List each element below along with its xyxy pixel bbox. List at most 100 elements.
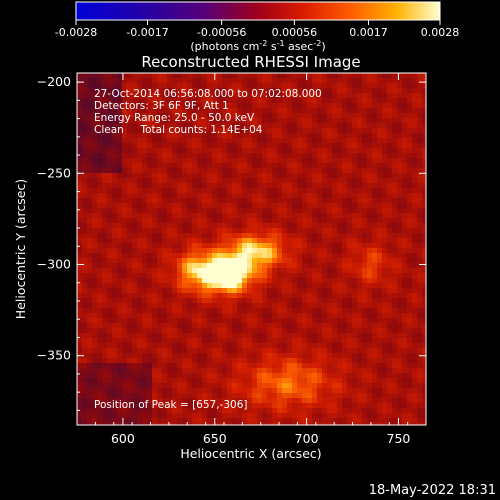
heatmap-cell xyxy=(172,113,178,119)
heatmap-cell xyxy=(202,333,208,339)
heatmap-cell xyxy=(407,333,413,339)
heatmap-cell xyxy=(397,188,403,194)
heatmap-cell xyxy=(242,393,248,399)
heatmap-cell xyxy=(82,133,88,139)
heatmap-cell xyxy=(277,338,283,344)
heatmap-cell xyxy=(147,298,153,304)
heatmap-cell xyxy=(182,328,188,334)
heatmap-cell xyxy=(327,178,333,184)
heatmap-cell xyxy=(87,248,93,254)
heatmap-cell xyxy=(252,83,258,89)
heatmap-cell xyxy=(212,318,218,324)
heatmap-cell xyxy=(272,418,278,424)
heatmap-cell xyxy=(147,328,153,334)
heatmap-cell xyxy=(212,403,218,409)
heatmap-cell xyxy=(87,268,93,274)
heatmap-cell xyxy=(412,233,418,239)
heatmap-cell xyxy=(132,263,138,269)
heatmap-cell xyxy=(137,108,143,114)
heatmap-cell xyxy=(172,348,178,354)
heatmap-cell xyxy=(422,248,426,254)
heatmap-cell xyxy=(232,153,238,159)
heatmap-cell xyxy=(192,273,198,279)
heatmap-cell xyxy=(357,318,363,324)
heatmap-cell xyxy=(87,198,93,204)
heatmap-cell xyxy=(137,358,143,364)
heatmap-cell xyxy=(152,98,158,104)
heatmap-cell xyxy=(102,198,108,204)
heatmap-cell xyxy=(212,208,218,214)
heatmap-cell xyxy=(247,268,253,274)
heatmap-cell xyxy=(317,78,323,84)
heatmap-cell xyxy=(232,378,238,384)
heatmap-cell xyxy=(262,228,268,234)
heatmap-cell xyxy=(232,268,238,274)
heatmap-cell xyxy=(227,338,233,344)
heatmap-cell xyxy=(362,98,368,104)
heatmap-cell xyxy=(387,113,393,119)
heatmap-cell xyxy=(412,218,418,224)
heatmap-cell xyxy=(342,303,348,309)
heatmap-cell xyxy=(92,378,98,384)
heatmap-cell xyxy=(332,413,338,419)
heatmap-cell xyxy=(77,393,83,399)
colorbar-ticks: -0.0028 -0.0017 -0.00056 0.00056 0.0017 0.002… xyxy=(55,20,459,39)
heatmap-cell xyxy=(317,183,323,189)
heatmap-cell xyxy=(142,413,148,419)
heatmap-cell xyxy=(157,218,163,224)
heatmap-cell xyxy=(202,168,208,174)
heatmap-cell xyxy=(322,183,328,189)
heatmap-cell xyxy=(287,128,293,134)
heatmap-cell xyxy=(312,293,318,299)
heatmap-cell xyxy=(127,158,133,164)
heatmap-cell xyxy=(277,398,283,404)
heatmap-cell xyxy=(162,413,168,419)
heatmap-cell xyxy=(207,163,213,169)
heatmap-cell xyxy=(107,408,113,414)
heatmap-cell xyxy=(182,323,188,329)
heatmap-cell xyxy=(257,233,263,239)
heatmap-cell xyxy=(117,328,123,334)
heatmap-cell xyxy=(87,113,93,119)
heatmap-cell xyxy=(367,368,373,374)
heatmap-cell xyxy=(262,293,268,299)
heatmap-cell xyxy=(242,103,248,109)
heatmap-cell xyxy=(312,368,318,374)
heatmap-cell xyxy=(392,273,398,279)
heatmap-cell xyxy=(417,418,423,424)
heatmap-cell xyxy=(257,113,263,119)
heatmap-cell xyxy=(107,268,113,274)
heatmap-cell xyxy=(227,113,233,119)
heatmap-cell xyxy=(107,103,113,109)
heatmap-cell xyxy=(87,158,93,164)
heatmap-cell xyxy=(157,83,163,89)
heatmap-cell xyxy=(112,318,118,324)
heatmap-cell xyxy=(302,393,308,399)
heatmap-cell xyxy=(362,318,368,324)
heatmap-cell xyxy=(392,238,398,244)
heatmap-cell xyxy=(97,288,103,294)
heatmap-cell xyxy=(202,373,208,379)
heatmap-cell xyxy=(332,398,338,404)
heatmap-cell xyxy=(332,188,338,194)
heatmap-cell xyxy=(192,308,198,314)
heatmap-cell xyxy=(397,178,403,184)
heatmap-cell xyxy=(182,143,188,149)
heatmap-cell xyxy=(267,198,273,204)
heatmap-cell xyxy=(92,413,98,419)
heatmap-cell xyxy=(212,353,218,359)
heatmap-cell xyxy=(187,268,193,274)
heatmap-cell xyxy=(187,273,193,279)
heatmap-cell xyxy=(307,378,313,384)
heatmap-cell xyxy=(177,238,183,244)
heatmap-cell xyxy=(337,293,343,299)
heatmap-cell xyxy=(82,123,88,129)
heatmap-cell xyxy=(422,423,426,425)
heatmap-cell xyxy=(252,243,258,249)
heatmap-cell xyxy=(387,363,393,369)
heatmap-cell xyxy=(172,118,178,124)
heatmap-cell xyxy=(87,153,93,159)
heatmap-cell xyxy=(217,388,223,394)
heatmap-cell xyxy=(142,153,148,159)
heatmap-cell xyxy=(212,393,218,399)
